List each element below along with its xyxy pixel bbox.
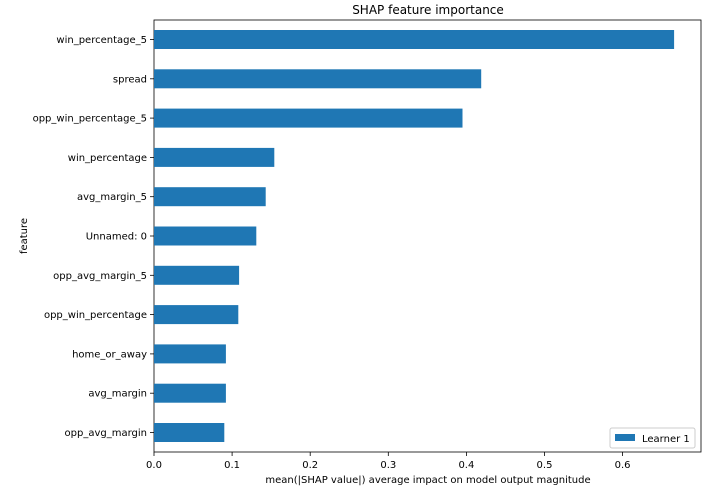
- bar-opp-win-percentage-5: [154, 108, 463, 128]
- bar-avg-margin-5: [154, 187, 266, 207]
- y-tick-label: spread: [113, 74, 147, 85]
- y-tick-label: win_percentage_5: [56, 35, 147, 46]
- bar-opp-win-percentage: [154, 305, 239, 325]
- bar-win-percentage-5: [154, 30, 675, 49]
- y-tick-label: opp_win_percentage: [44, 310, 147, 321]
- legend-box: [609, 427, 696, 449]
- y-tick-label: win_percentage: [68, 153, 147, 164]
- x-tick-label: 0.5: [537, 460, 553, 471]
- y-tick-label: opp_avg_margin: [65, 428, 147, 439]
- bar-unnamed-0: [154, 226, 257, 246]
- x-tick-label: 0.4: [458, 460, 474, 471]
- y-tick-label: Unnamed: 0: [86, 232, 147, 243]
- x-tick-label: 0.1: [224, 460, 240, 471]
- x-tick-label: 0.3: [380, 460, 396, 471]
- bars-group: [154, 30, 675, 442]
- x-ticks: 0.0 0.1 0.2 0.3 0.4 0.5 0.6: [146, 452, 631, 471]
- y-tick-label: opp_avg_margin_5: [53, 271, 147, 282]
- y-axis-label: feature: [19, 218, 30, 254]
- bar-opp-avg-margin: [154, 423, 225, 442]
- bar-opp-avg-margin-5: [154, 265, 240, 285]
- legend-label: Learner 1: [642, 434, 690, 445]
- bar-win-percentage: [154, 147, 275, 167]
- x-axis-label: mean(|SHAP value|) average impact on mod…: [265, 475, 590, 486]
- y-tick-label: opp_win_percentage_5: [33, 114, 147, 125]
- chart-title: SHAP feature importance: [352, 3, 504, 17]
- legend-swatch: [615, 434, 635, 441]
- bar-avg-margin: [154, 383, 226, 403]
- bar-home-or-away: [154, 344, 226, 364]
- bar-spread: [154, 69, 482, 89]
- y-tick-label: avg_margin: [88, 389, 147, 400]
- x-tick-label: 0.6: [615, 460, 631, 471]
- x-tick-label: 0.2: [302, 460, 318, 471]
- x-tick-label: 0.0: [146, 460, 162, 471]
- y-tick-label: avg_margin_5: [77, 192, 147, 203]
- y-tick-label: home_or_away: [72, 349, 147, 360]
- legend: Learner 1: [609, 427, 696, 449]
